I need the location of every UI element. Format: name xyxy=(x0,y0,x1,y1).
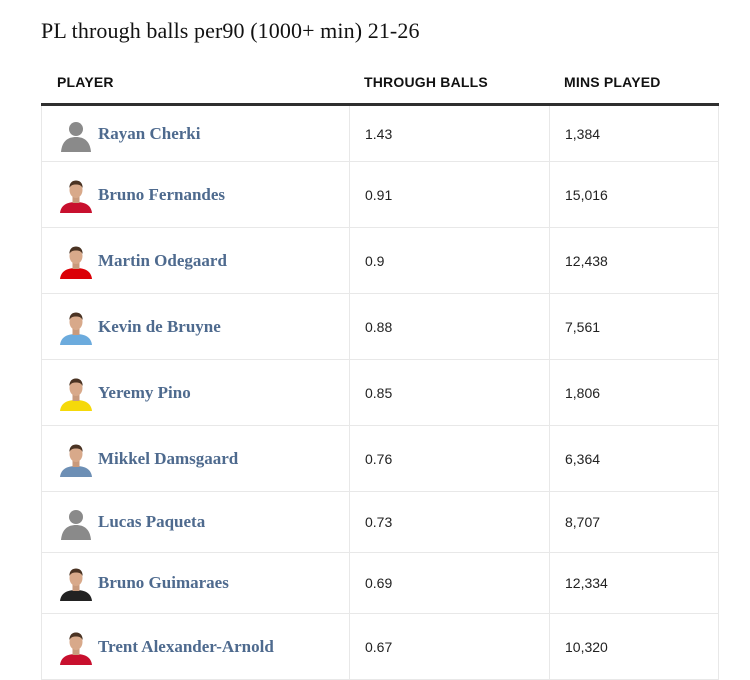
player-name-link[interactable]: Mikkel Damsgaard xyxy=(98,448,239,468)
table-row: Yeremy Pino 0.85 1,806 xyxy=(41,360,719,426)
through-balls-value: 0.85 xyxy=(365,384,393,401)
mins-played-cell: 12,438 xyxy=(549,228,719,293)
player-name-link[interactable]: Yeremy Pino xyxy=(98,382,191,402)
through-balls-value: 0.69 xyxy=(365,575,393,591)
player-headshot-icon xyxy=(58,176,94,213)
player-headshot-icon xyxy=(58,440,94,477)
through-balls-cell: 0.76 xyxy=(349,426,549,491)
mins-played-cell: 6,364 xyxy=(549,426,719,491)
player-name-link[interactable]: Kevin de Bruyne xyxy=(98,316,221,336)
table-row: Bruno Fernandes 0.91 15,016 xyxy=(41,162,719,228)
player-name-link[interactable]: Bruno Fernandes xyxy=(98,184,226,204)
mins-played-cell: 8,707 xyxy=(549,492,719,552)
through-balls-value: 0.91 xyxy=(365,186,393,203)
column-header-through-balls[interactable]: THROUGH BALLS xyxy=(364,74,488,90)
table-row: Rayan Cherki 1.43 1,384 xyxy=(41,106,719,162)
player-name-link[interactable]: Trent Alexander-Arnold xyxy=(98,636,274,656)
mins-played-value: 10,320 xyxy=(565,638,608,655)
mins-played-cell: 7,561 xyxy=(549,294,719,359)
player-name-link[interactable]: Bruno Guimaraes xyxy=(98,573,229,592)
mins-played-value: 7,561 xyxy=(565,318,601,335)
player-headshot-icon xyxy=(58,628,94,665)
mins-played-cell: 10,320 xyxy=(549,614,719,679)
stats-table: PLAYER THROUGH BALLS MINS PLAYED Rayan C… xyxy=(41,62,719,680)
player-cell: Trent Alexander-Arnold xyxy=(41,614,349,679)
column-header-player[interactable]: PLAYER xyxy=(57,74,114,90)
mins-played-cell: 12,334 xyxy=(549,553,719,613)
player-name-link[interactable]: Rayan Cherki xyxy=(98,123,201,143)
through-balls-cell: 1.43 xyxy=(349,106,549,161)
mins-played-value: 8,707 xyxy=(565,514,601,530)
table-row: Kevin de Bruyne 0.88 7,561 xyxy=(41,294,719,360)
player-cell: Lucas Paqueta xyxy=(41,492,349,552)
player-cell: Bruno Fernandes xyxy=(41,162,349,227)
player-cell: Mikkel Damsgaard xyxy=(41,426,349,491)
player-silhouette-icon xyxy=(58,504,94,540)
player-cell: Martin Odegaard xyxy=(41,228,349,293)
player-cell: Yeremy Pino xyxy=(41,360,349,425)
mins-played-cell: 15,016 xyxy=(549,162,719,227)
through-balls-value: 1.43 xyxy=(365,125,393,142)
through-balls-cell: 0.85 xyxy=(349,360,549,425)
through-balls-value: 0.76 xyxy=(365,450,393,467)
player-headshot-icon xyxy=(58,374,94,411)
through-balls-cell: 0.67 xyxy=(349,614,549,679)
mins-played-value: 12,334 xyxy=(565,575,608,591)
table-body: Rayan Cherki 1.43 1,384 Bruno Fernandes 0.91… xyxy=(41,106,719,680)
mins-played-value: 12,438 xyxy=(565,252,608,269)
through-balls-cell: 0.9 xyxy=(349,228,549,293)
through-balls-cell: 0.73 xyxy=(349,492,549,552)
mins-played-value: 15,016 xyxy=(565,186,608,203)
page-title: PL through balls per90 (1000+ min) 21-26 xyxy=(41,18,420,43)
through-balls-value: 0.9 xyxy=(365,252,385,269)
player-headshot-icon xyxy=(58,565,94,601)
table-row: Trent Alexander-Arnold 0.67 10,320 xyxy=(41,614,719,680)
through-balls-value: 0.67 xyxy=(365,638,393,655)
table-row: Mikkel Damsgaard 0.76 6,364 xyxy=(41,426,719,492)
mins-played-value: 6,364 xyxy=(565,450,601,467)
player-cell: Rayan Cherki xyxy=(41,106,349,161)
mins-played-value: 1,806 xyxy=(565,384,601,401)
through-balls-cell: 0.69 xyxy=(349,553,549,613)
through-balls-value: 0.73 xyxy=(365,514,393,530)
column-header-mins-played[interactable]: MINS PLAYED xyxy=(564,74,661,90)
player-name-link[interactable]: Martin Odegaard xyxy=(98,250,227,270)
player-cell: Bruno Guimaraes xyxy=(41,553,349,613)
player-headshot-icon xyxy=(58,308,94,345)
player-cell: Kevin de Bruyne xyxy=(41,294,349,359)
through-balls-cell: 0.88 xyxy=(349,294,549,359)
player-headshot-icon xyxy=(58,242,94,279)
player-silhouette-icon xyxy=(58,116,94,152)
table-header: PLAYER THROUGH BALLS MINS PLAYED xyxy=(41,62,719,106)
mins-played-cell: 1,384 xyxy=(549,106,719,161)
table-row: Lucas Paqueta 0.73 8,707 xyxy=(41,492,719,553)
mins-played-cell: 1,806 xyxy=(549,360,719,425)
through-balls-cell: 0.91 xyxy=(349,162,549,227)
through-balls-value: 0.88 xyxy=(365,318,393,335)
player-name-link[interactable]: Lucas Paqueta xyxy=(98,512,206,531)
table-row: Bruno Guimaraes 0.69 12,334 xyxy=(41,553,719,614)
mins-played-value: 1,384 xyxy=(565,125,601,142)
table-row: Martin Odegaard 0.9 12,438 xyxy=(41,228,719,294)
